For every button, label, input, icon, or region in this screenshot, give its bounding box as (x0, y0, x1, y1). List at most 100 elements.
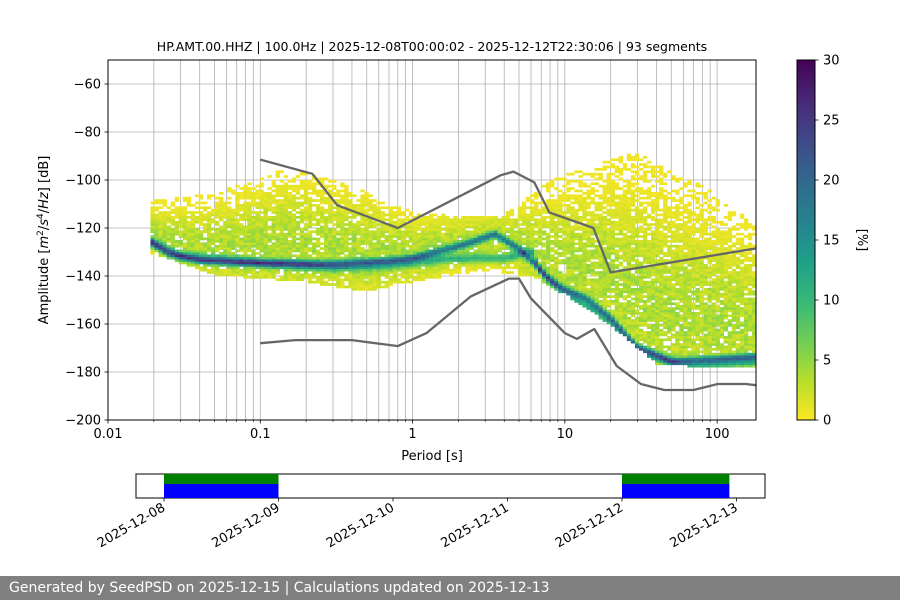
psd-bin (279, 276, 284, 279)
psd-bin (671, 343, 676, 346)
psd-bin (602, 276, 607, 279)
psd-bin (380, 213, 385, 217)
psd-bin (663, 240, 668, 243)
psd-bin (388, 249, 393, 253)
psd-bin (578, 268, 583, 272)
psd-bin (570, 194, 575, 198)
psd-bin (574, 256, 579, 260)
psd-bin (590, 242, 595, 246)
psd-bin (267, 256, 272, 260)
psd-bin (578, 271, 583, 274)
psd-bin (215, 256, 220, 260)
psd-bin (380, 268, 385, 272)
psd-bin (687, 300, 692, 303)
psd-bin (598, 252, 603, 255)
psd-bin (279, 201, 284, 205)
psd-bin (437, 256, 442, 260)
psd-bin (638, 312, 644, 315)
psd-bin (691, 240, 696, 243)
psd-bin (695, 261, 700, 265)
psd-bin (485, 261, 490, 265)
psd-bin (182, 256, 188, 260)
psd-bin (259, 194, 264, 198)
psd-bin (420, 254, 426, 258)
psd-bin (489, 264, 494, 267)
psd-bin (497, 261, 502, 265)
psd-bin (533, 194, 539, 198)
psd-bin (283, 249, 289, 253)
psd-bin (691, 211, 696, 214)
psd-bin (659, 295, 664, 298)
psd-bin (667, 300, 672, 303)
psd-bin (626, 326, 632, 330)
psd-bin (667, 252, 672, 255)
psd-bin (158, 240, 163, 243)
psd-bin (328, 268, 333, 272)
psd-bin (158, 232, 163, 236)
psd-bin (255, 218, 260, 222)
psd-bin (275, 225, 280, 229)
psd-bin (392, 228, 398, 231)
psd-bin (283, 273, 289, 277)
psd-bin (481, 266, 486, 270)
psd-bin (667, 338, 672, 342)
psd-bin (178, 230, 184, 234)
psd-bin (602, 165, 607, 169)
psd-bin (525, 244, 531, 248)
psd-bin (521, 220, 527, 224)
psd-bin (578, 276, 583, 279)
psd-bin (642, 189, 648, 193)
psd-bin (275, 259, 280, 262)
psd-bin (634, 228, 640, 231)
psd-bin (150, 228, 155, 231)
psd-bin (558, 230, 563, 234)
psd-bin (695, 300, 700, 303)
psd-bin (582, 182, 587, 186)
psd-bin (332, 194, 337, 198)
psd-bin (651, 333, 656, 337)
psd-bin (517, 216, 523, 219)
psd-bin (647, 180, 652, 183)
psd-bin (283, 204, 289, 207)
psd-bin (622, 237, 628, 241)
psd-bin (699, 276, 704, 279)
psd-bin (590, 278, 595, 282)
psd-bin (324, 237, 329, 241)
psd-bin (348, 232, 353, 236)
psd-bin (578, 220, 583, 224)
psd-bin (154, 225, 159, 229)
psd-bin (211, 261, 216, 265)
psd-bin (517, 268, 523, 272)
psd-bin (360, 218, 365, 222)
psd-bin (247, 240, 252, 243)
psd-bin (307, 259, 313, 262)
psd-bin (275, 192, 280, 195)
psd-bin (558, 283, 563, 286)
psd-bin (437, 235, 442, 238)
psd-bin (461, 225, 466, 229)
psd-bin (659, 297, 664, 301)
psd-bin (336, 285, 341, 289)
psd-bin (404, 225, 410, 229)
psd-bin (392, 213, 398, 217)
psd-bin (642, 220, 648, 224)
psd-bin (219, 206, 224, 210)
psd-bin (598, 273, 603, 277)
psd-bin (634, 292, 640, 296)
psd-bin (642, 228, 648, 231)
psd-bin (578, 182, 583, 186)
psd-bin (542, 271, 547, 274)
psd-bin (332, 273, 337, 277)
psd-bin (227, 235, 232, 238)
psd-bin (380, 235, 385, 238)
psd-bin (283, 199, 289, 202)
psd-bin (529, 266, 535, 270)
psd-bin (388, 225, 393, 229)
psd-bin (190, 259, 196, 262)
psd-bin (219, 264, 224, 267)
psd-bin (400, 240, 406, 243)
psd-bin (675, 345, 680, 349)
psd-bin (307, 266, 313, 270)
psd-bin (513, 220, 519, 224)
psd-bin (275, 172, 280, 176)
